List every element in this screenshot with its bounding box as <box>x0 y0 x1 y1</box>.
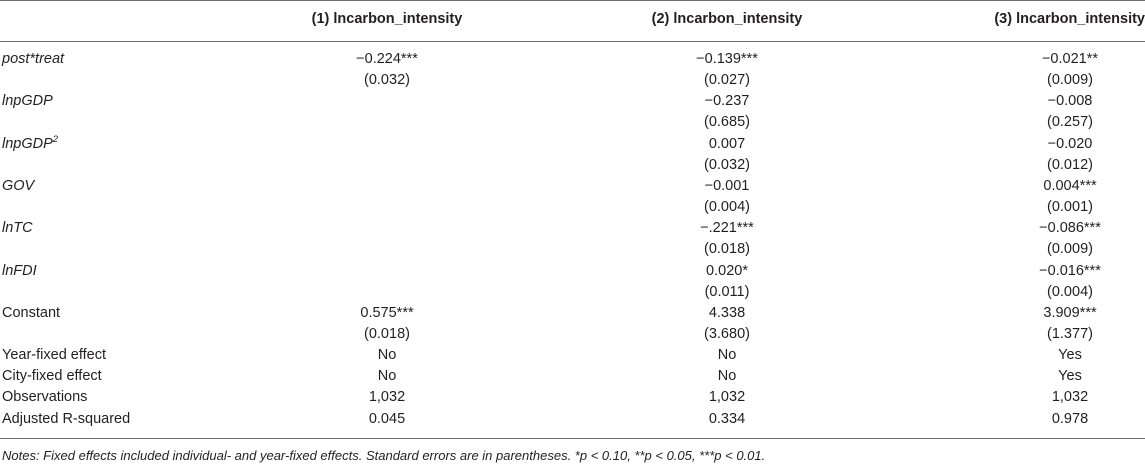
cell-col-3: −0.021** <box>1041 51 1099 67</box>
table-row: (0.011) (0.004) <box>0 282 1145 303</box>
cell-col-3: (0.257) <box>1047 114 1093 131</box>
cell-col-1: 0.045 <box>368 410 406 427</box>
column-header-3: (3) lncarbon_intensity <box>994 11 1145 27</box>
header-rule <box>0 41 1145 42</box>
cell-col-2: 0.007 <box>708 135 746 152</box>
row-label-text: lnpGDP <box>2 135 53 152</box>
table-row: (0.032) (0.027) (0.009) <box>0 70 1145 91</box>
table-row: lnTC −.221*** −0.086*** <box>0 218 1145 239</box>
cell-col-2: 4.338 <box>708 304 746 321</box>
table-row: (0.004) (0.001) <box>0 197 1145 218</box>
cell-col-2: −.221*** <box>700 220 754 237</box>
row-label: City-fixed effect <box>2 366 102 387</box>
column-header-2: (2) lncarbon_intensity <box>651 11 803 27</box>
row-label: Adjusted R-squared <box>2 409 130 430</box>
row-label: post*treat <box>2 49 64 70</box>
row-label-text: City-fixed effect <box>2 368 102 385</box>
table-row: Year-fixed effect No No Yes <box>0 345 1145 366</box>
cell-col-3: −0.020 <box>1047 135 1093 152</box>
row-label-text: Constant <box>2 304 61 321</box>
table-row: post*treat −0.224*** −0.139*** −0.021** <box>0 49 1145 70</box>
cell-col-3: −0.008 <box>1047 93 1093 110</box>
cell-col-1: No <box>377 347 397 364</box>
cell-col-2: (3.680) <box>704 325 750 342</box>
row-label: Constant <box>2 303 60 324</box>
row-label-superscript: 2 <box>52 133 59 145</box>
table-row: Constant 0.575*** 4.338 3.909*** <box>0 303 1145 324</box>
cell-col-2: 0.334 <box>708 410 746 427</box>
table-row: (0.018) (3.680) (1.377) <box>0 324 1145 345</box>
cell-col-1: −0.224*** <box>356 51 418 67</box>
row-label: Observations <box>2 387 87 408</box>
row-label-text: Observations <box>2 389 88 406</box>
table-top-rule <box>0 0 1145 1</box>
cell-col-2: (0.011) <box>704 283 750 300</box>
cell-col-2: −0.237 <box>704 93 750 110</box>
cell-col-2: (0.018) <box>704 241 750 258</box>
cell-col-3: −0.086*** <box>1039 220 1101 237</box>
cell-col-3: 3.909*** <box>1043 304 1097 321</box>
table-row: Adjusted R-squared 0.045 0.334 0.978 <box>0 409 1145 430</box>
cell-col-1: 0.575*** <box>360 304 414 321</box>
cell-col-2: No <box>717 368 737 385</box>
cell-col-3: (0.009) <box>1047 72 1093 89</box>
table-row: (0.018) (0.009) <box>0 239 1145 260</box>
table-bottom-rule <box>0 438 1145 439</box>
cell-col-3: (0.009) <box>1047 241 1093 258</box>
cell-col-3: (1.377) <box>1047 325 1093 342</box>
table-row: GOV −0.001 0.004*** <box>0 176 1145 197</box>
table-notes: Notes: Fixed effects included individual… <box>2 448 766 463</box>
table-row: Observations 1,032 1,032 1,032 <box>0 387 1145 408</box>
cell-col-2: 0.020* <box>706 262 748 279</box>
cell-col-2: (0.032) <box>704 156 750 173</box>
cell-col-3: Yes <box>1058 347 1082 364</box>
row-label-text: post*treat <box>2 51 65 67</box>
table-row: City-fixed effect No No Yes <box>0 366 1145 387</box>
table-row: (0.032) (0.012) <box>0 155 1145 176</box>
row-label: lnFDI <box>2 261 37 282</box>
cell-col-2: No <box>717 347 737 364</box>
cell-col-1: No <box>377 368 397 385</box>
row-label-text: GOV <box>2 177 35 194</box>
cell-col-1: 1,032 <box>368 389 406 406</box>
table-row: lnpGDP2 0.007 −0.020 <box>0 134 1145 155</box>
cell-col-1: (0.032) <box>364 72 410 89</box>
row-label: Year-fixed effect <box>2 345 106 366</box>
cell-col-3: (0.004) <box>1047 283 1093 300</box>
cell-col-2: 1,032 <box>708 389 746 406</box>
row-label-text: Adjusted R-squared <box>2 410 131 427</box>
table-row: lnpGDP −0.237 −0.008 <box>0 91 1145 112</box>
cell-col-1: (0.018) <box>364 325 410 342</box>
row-label-text: lnTC <box>2 220 33 237</box>
cell-col-3: −0.016*** <box>1039 262 1101 279</box>
cell-col-2: −0.001 <box>704 177 750 194</box>
cell-col-2: −0.139*** <box>696 51 758 67</box>
cell-col-3: 1,032 <box>1051 389 1089 406</box>
row-label: lnpGDP2 <box>2 134 58 155</box>
column-header-1: (1) lncarbon_intensity <box>311 11 463 27</box>
cell-col-3: (0.001) <box>1047 199 1093 216</box>
cell-col-3: 0.978 <box>1051 410 1089 427</box>
row-label: lnTC <box>2 218 33 239</box>
row-label-text: lnpGDP <box>2 93 53 110</box>
cell-col-2: (0.685) <box>704 114 750 131</box>
row-label-text: lnFDI <box>2 262 37 279</box>
row-label: lnpGDP <box>2 91 53 112</box>
cell-col-3: 0.004*** <box>1043 177 1097 194</box>
row-label: GOV <box>2 176 34 197</box>
cell-col-2: (0.004) <box>704 199 750 216</box>
table-row: (0.685) (0.257) <box>0 112 1145 133</box>
table-row: lnFDI 0.020* −0.016*** <box>0 261 1145 282</box>
cell-col-3: (0.012) <box>1047 156 1093 173</box>
cell-col-2: (0.027) <box>704 72 750 89</box>
cell-col-3: Yes <box>1058 368 1082 385</box>
row-label-text: Year-fixed effect <box>2 347 106 364</box>
